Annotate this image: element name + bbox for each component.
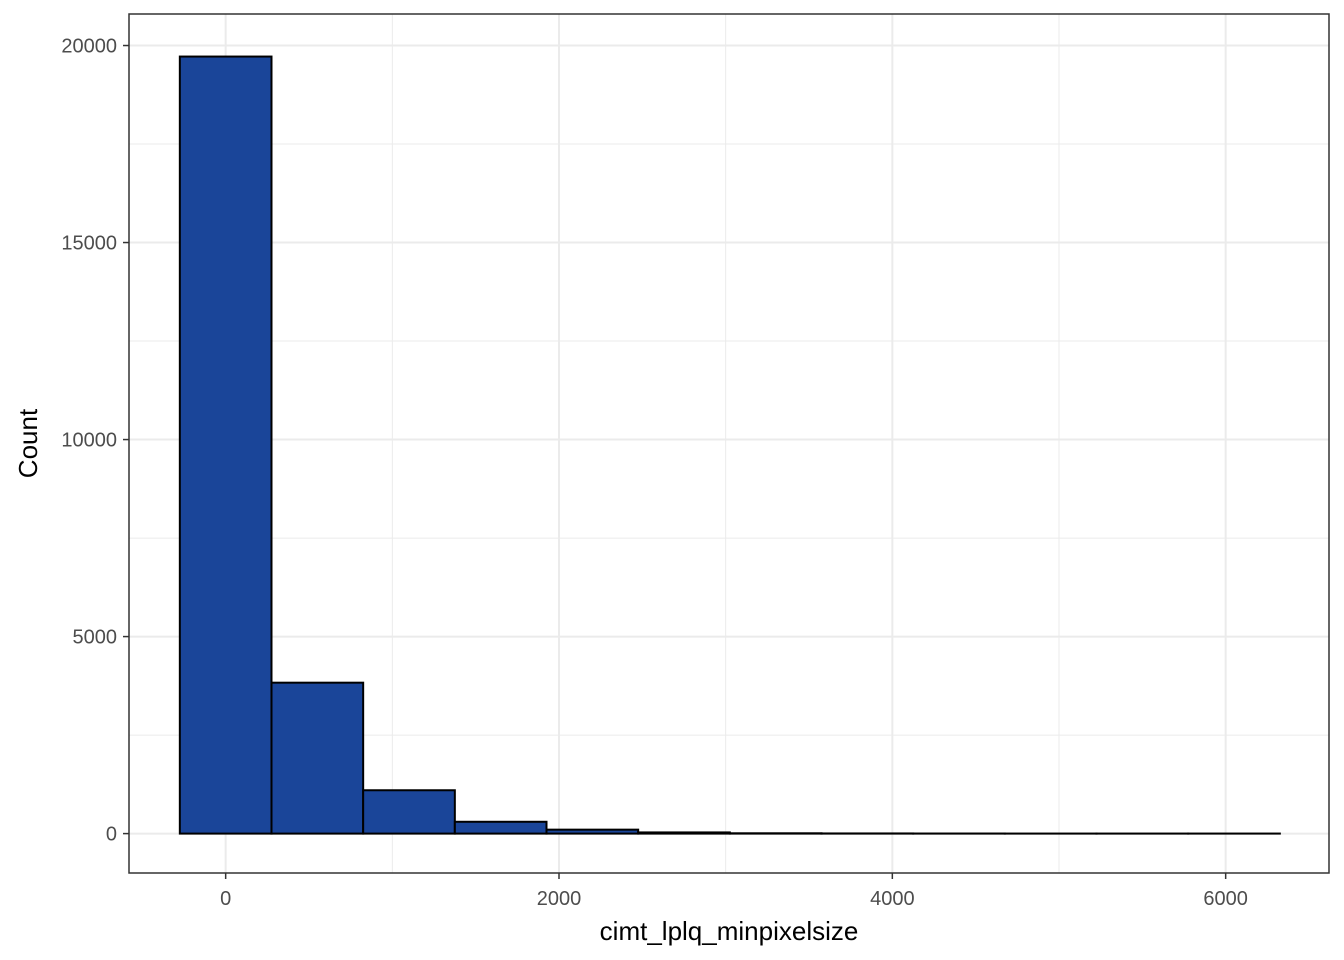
histogram-bar (453, 820, 548, 835)
y-tick-label: 10000 (61, 430, 117, 452)
y-axis-title: Count (13, 408, 43, 478)
y-tick-label: 0 (106, 824, 117, 846)
y-axis: 0 5000 10000 15000 20000 (61, 36, 129, 846)
x-axis: 0 2000 4000 6000 (220, 873, 1248, 910)
histogram-bar (637, 831, 731, 835)
plot-panel (128, 13, 1330, 874)
x-tick-label: 6000 (1203, 888, 1248, 910)
panel-border (128, 13, 1330, 874)
y-tick-label: 5000 (73, 627, 118, 649)
x-tick-label: 4000 (870, 888, 915, 910)
x-tick-label: 0 (220, 888, 231, 910)
histogram-bar (362, 789, 456, 835)
histogram-bar (270, 681, 365, 835)
histogram-bar (545, 828, 640, 835)
y-tick-label: 20000 (61, 36, 117, 58)
histogram-bar (178, 55, 273, 835)
histogram-bars (178, 55, 1281, 835)
minor-gridlines (129, 14, 1329, 873)
y-tick-label: 15000 (61, 233, 117, 255)
x-tick-label: 2000 (537, 888, 582, 910)
x-axis-title: cimt_lplq_minpixelsize (600, 916, 859, 946)
